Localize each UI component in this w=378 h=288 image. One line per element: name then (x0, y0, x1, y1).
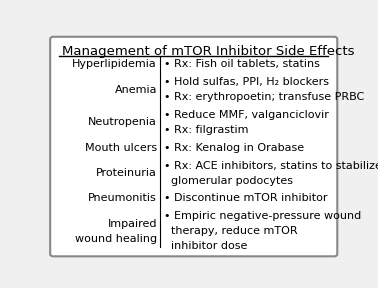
Text: therapy, reduce mTOR: therapy, reduce mTOR (164, 226, 298, 236)
Text: Anemia: Anemia (115, 85, 157, 95)
Text: • Reduce MMF, valganciclovir: • Reduce MMF, valganciclovir (164, 110, 329, 120)
Text: Proteinuria: Proteinuria (96, 168, 157, 178)
Text: • Rx: Kenalog in Orabase: • Rx: Kenalog in Orabase (164, 143, 305, 153)
Text: • Discontinue mTOR inhibitor: • Discontinue mTOR inhibitor (164, 193, 328, 203)
Text: wound healing: wound healing (75, 234, 157, 244)
Text: Hyperlipidemia: Hyperlipidemia (72, 59, 157, 69)
Text: glomerular podocytes: glomerular podocytes (164, 176, 293, 185)
Text: Management of mTOR Inhibitor Side Effects: Management of mTOR Inhibitor Side Effect… (62, 45, 355, 58)
Text: Impaired: Impaired (108, 219, 157, 229)
FancyBboxPatch shape (50, 37, 337, 256)
Text: • Rx: filgrastim: • Rx: filgrastim (164, 125, 249, 135)
Text: • Rx: Fish oil tablets, statins: • Rx: Fish oil tablets, statins (164, 59, 320, 69)
Text: Neutropenia: Neutropenia (88, 118, 157, 128)
Text: Mouth ulcers: Mouth ulcers (85, 143, 157, 153)
Text: • Rx: ACE inhibitors, statins to stabilize: • Rx: ACE inhibitors, statins to stabili… (164, 160, 378, 170)
Text: • Empiric negative-pressure wound: • Empiric negative-pressure wound (164, 211, 362, 221)
Text: • Rx: erythropoetin; transfuse PRBC: • Rx: erythropoetin; transfuse PRBC (164, 92, 365, 102)
Text: inhibitor dose: inhibitor dose (164, 241, 248, 251)
Text: • Hold sulfas, PPI, H₂ blockers: • Hold sulfas, PPI, H₂ blockers (164, 77, 330, 87)
Text: Pneumonitis: Pneumonitis (88, 193, 157, 203)
